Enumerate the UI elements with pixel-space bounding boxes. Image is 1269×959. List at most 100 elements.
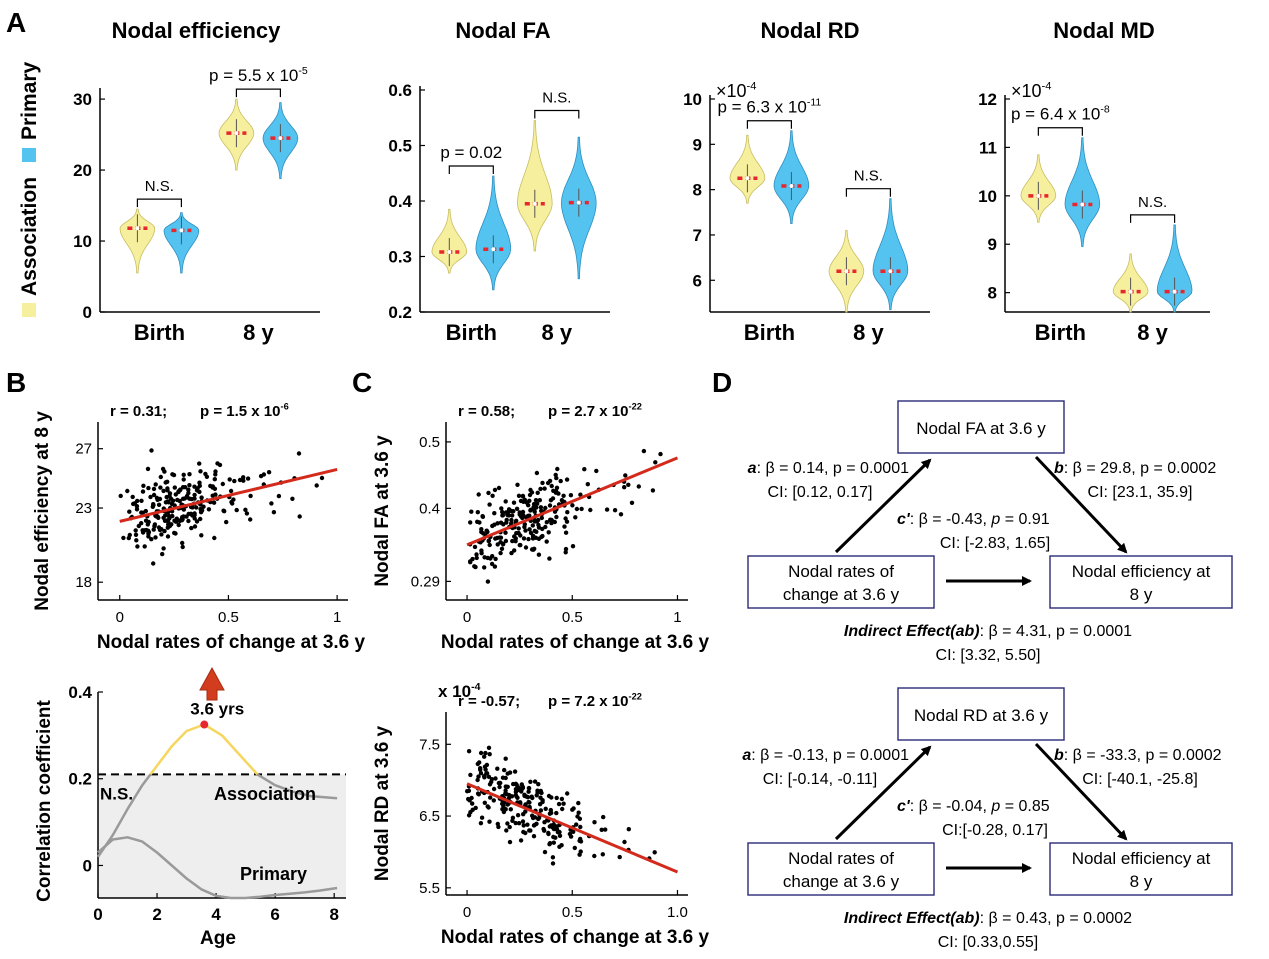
scatter-point <box>520 509 526 515</box>
y-tick-label: 7.5 <box>419 736 440 753</box>
scatter-point <box>152 522 158 527</box>
scatter-point <box>547 556 552 561</box>
scatter-point <box>212 535 217 541</box>
y-tick-label: 9 <box>988 235 997 254</box>
scatter-point <box>468 772 473 778</box>
scatter-point <box>560 806 565 812</box>
scatter-point <box>468 520 473 525</box>
scatter-point <box>319 475 325 481</box>
scatter-chart-fa: 0 0.5 1 0.29 0.4 0.5 Nodal rates of change at … <box>372 402 710 653</box>
scatter-point <box>489 779 494 785</box>
scatter-point <box>549 810 554 816</box>
scatter-point <box>531 505 536 510</box>
scatter-point <box>493 536 498 541</box>
scatter-point <box>125 488 130 494</box>
scatter-point <box>243 507 248 512</box>
y-tick-label: 6.5 <box>419 808 440 825</box>
scatter-point <box>241 475 246 480</box>
scatter-point <box>554 514 559 520</box>
scatter-point <box>534 470 540 476</box>
scatter-point <box>197 480 202 485</box>
scatter-point <box>492 511 497 516</box>
scatter-point <box>478 750 484 756</box>
scatter-point <box>224 519 229 525</box>
x-axis-label: Nodal rates of change at 3.6 y <box>441 632 710 653</box>
fit-line <box>466 456 679 547</box>
x-tick-label: 6 <box>270 905 279 924</box>
violin-median-dot <box>1172 289 1177 294</box>
legend-primary-label: Primary <box>18 61 41 140</box>
scatter-point <box>503 499 508 504</box>
violin-median-dot <box>1080 202 1085 207</box>
scatter-point <box>508 807 513 812</box>
y-tick-label: 0.6 <box>388 81 412 100</box>
chart-title: Nodal FA <box>455 18 550 43</box>
scatter-point <box>142 544 147 549</box>
scatter-point <box>201 504 206 509</box>
scatter-point <box>172 530 177 536</box>
scatter-point <box>503 807 508 812</box>
scatter-point <box>500 801 505 806</box>
scatter-point <box>187 472 192 477</box>
scatter-point <box>617 854 622 860</box>
scatter-point <box>519 782 524 787</box>
scatter-point <box>162 528 167 534</box>
scatter-point <box>588 507 593 513</box>
chart-title: Nodal RD <box>761 18 860 43</box>
scatter-point <box>564 477 570 482</box>
scatter-point <box>139 521 144 526</box>
y-tick-label: 18 <box>75 574 92 591</box>
scatter-point <box>180 496 186 501</box>
violin-median-dot <box>179 228 184 233</box>
scatter-point <box>227 477 232 482</box>
violin-median-dot <box>745 176 750 181</box>
scatter-point <box>574 822 579 827</box>
scatter-point <box>539 515 544 521</box>
scatter-point <box>559 796 565 802</box>
scatter-point <box>174 516 179 521</box>
scatter-point <box>290 496 295 501</box>
scatter-point <box>520 819 526 824</box>
scatter-point <box>576 800 581 806</box>
scatter-point <box>482 775 487 780</box>
scatter-point <box>151 486 157 492</box>
scatter-point <box>600 852 605 857</box>
scatter-point <box>245 476 251 481</box>
path-b-stats: b: β = -33.3, p = 0.0002 <box>1054 747 1222 764</box>
scatter-point <box>487 542 492 548</box>
violin-primary <box>872 198 909 311</box>
stat-r: r = 0.58; <box>458 403 515 420</box>
scatter-point <box>652 850 657 855</box>
scatter-point <box>570 807 575 812</box>
peak-label: 3.6 yrs <box>190 700 244 719</box>
scatter-point <box>476 492 481 497</box>
violin-primary <box>475 175 512 291</box>
y-tick-label: 8 <box>988 284 997 303</box>
scatter-point <box>521 513 526 518</box>
scatter-point <box>547 478 553 484</box>
predictor-box <box>747 842 935 896</box>
scatter-point <box>241 478 246 483</box>
scatter-point <box>470 807 475 812</box>
scatter-point <box>555 466 560 472</box>
scatter-point <box>525 822 530 827</box>
stat-p: p = 7.2 x 10-22 <box>548 692 642 710</box>
scatter-point <box>297 514 302 519</box>
scatter-point <box>551 840 556 845</box>
scatter-point <box>153 482 158 487</box>
predictor-label-line2: change at 3.6 y <box>783 585 900 604</box>
significance-label: p = 6.4 x 10-8 <box>1011 104 1110 124</box>
y-tick-label: 27 <box>75 441 92 458</box>
scatter-point <box>276 493 282 499</box>
scatter-point <box>592 820 597 825</box>
scatter-point <box>487 502 492 507</box>
scatter-point <box>578 492 583 497</box>
scatter-point <box>118 493 123 499</box>
scatter-point <box>490 554 495 559</box>
chart-title: Nodal efficiency <box>112 18 281 43</box>
scatter-point <box>151 502 156 507</box>
scatter-point <box>552 519 557 525</box>
scatter-point <box>495 766 500 771</box>
mediation-diagram-rd: Nodal RD at 3.6 y Nodal rates of change at… <box>742 687 1233 951</box>
scatter-point <box>495 821 500 827</box>
